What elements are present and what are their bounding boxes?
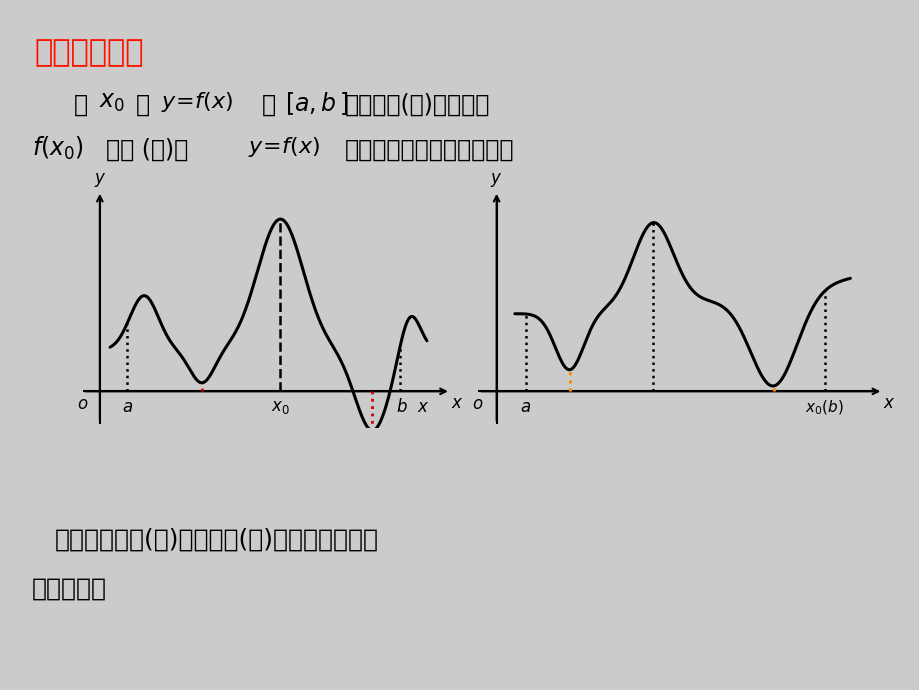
Text: $o$: $o$ — [76, 395, 88, 413]
Text: $a$: $a$ — [121, 398, 132, 416]
Text: $b$: $b$ — [395, 398, 407, 416]
Text: $y\!=\!f(x)$: $y\!=\!f(x)$ — [161, 90, 233, 114]
Text: 若: 若 — [74, 93, 87, 117]
Text: $o$: $o$ — [472, 395, 483, 413]
Text: $y$: $y$ — [490, 170, 503, 188]
Text: 点处取得。: 点处取得。 — [32, 576, 108, 600]
Text: $x_0$: $x_0$ — [99, 90, 125, 114]
Text: $x$: $x$ — [882, 393, 895, 412]
Text: 二、新课讲授: 二、新课讲授 — [35, 38, 144, 67]
Text: $f(x_0)$: $f(x_0)$ — [32, 135, 84, 161]
Text: 由图知，最大(小)值在极大(小)值点或区间的端: 由图知，最大(小)值在极大(小)值点或区间的端 — [55, 528, 379, 552]
Text: 在: 在 — [262, 93, 276, 117]
Text: $[a,b\,]$: $[a,b\,]$ — [285, 90, 348, 117]
Text: $x_0(b)$: $x_0(b)$ — [804, 398, 844, 417]
Text: $x_0$: $x_0$ — [271, 398, 289, 416]
Text: 不小 (大)于: 不小 (大)于 — [106, 138, 187, 162]
Text: $x$: $x$ — [450, 393, 463, 412]
Text: $a$: $a$ — [520, 398, 531, 416]
Text: $y\!=\!f(x)$: $y\!=\!f(x)$ — [248, 135, 321, 159]
Text: $y$: $y$ — [94, 170, 106, 188]
Text: $x$: $x$ — [417, 398, 429, 416]
Text: 上的最大(小)值点，则: 上的最大(小)值点，则 — [345, 93, 490, 117]
Text: 是: 是 — [136, 93, 150, 117]
Text: 在此区间上的所有函数值。: 在此区间上的所有函数值。 — [345, 138, 514, 162]
